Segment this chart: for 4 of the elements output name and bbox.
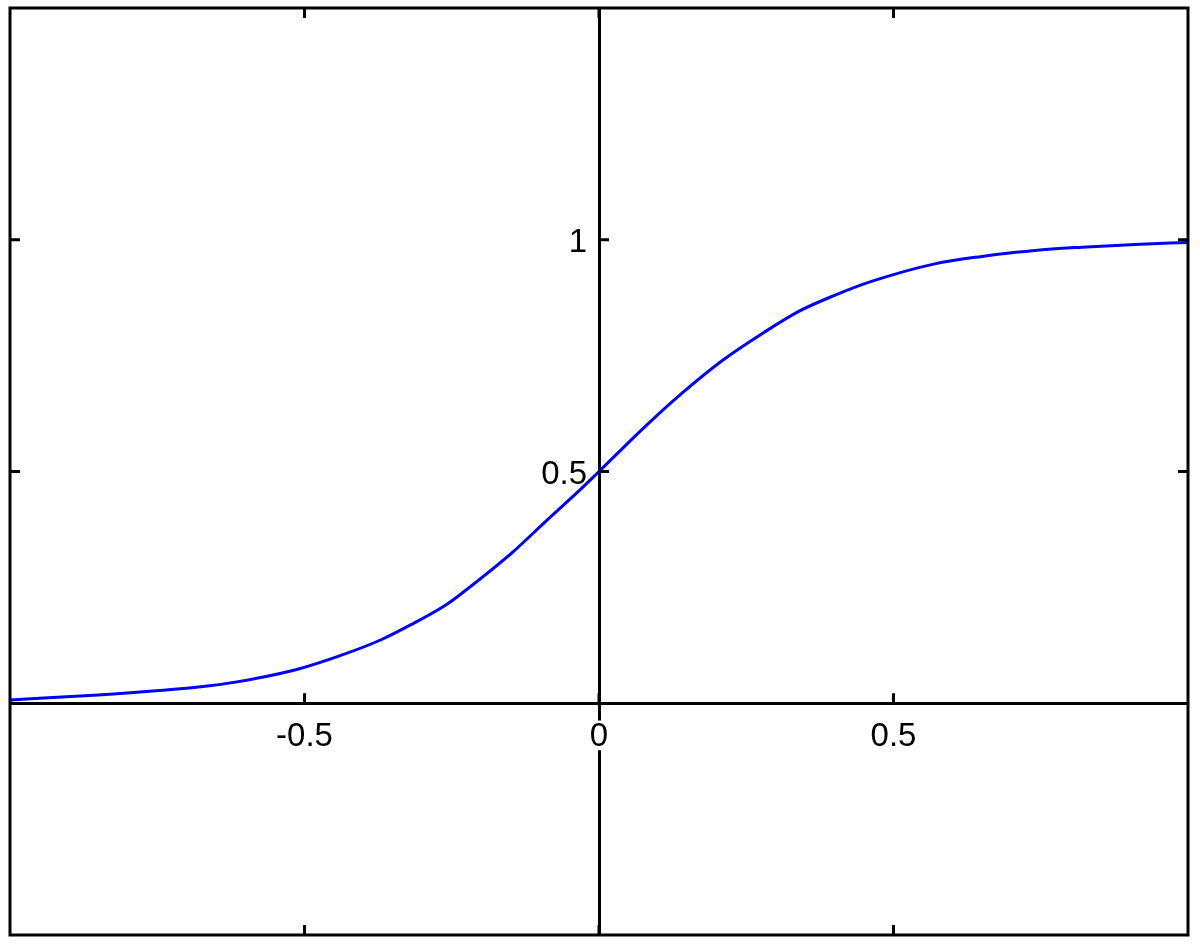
- x-tick-label: 0.5: [870, 716, 917, 754]
- x-tick-label: -0.5: [276, 716, 333, 754]
- y-tick-label: 1: [568, 221, 587, 259]
- x-tick-label: 0: [589, 716, 609, 754]
